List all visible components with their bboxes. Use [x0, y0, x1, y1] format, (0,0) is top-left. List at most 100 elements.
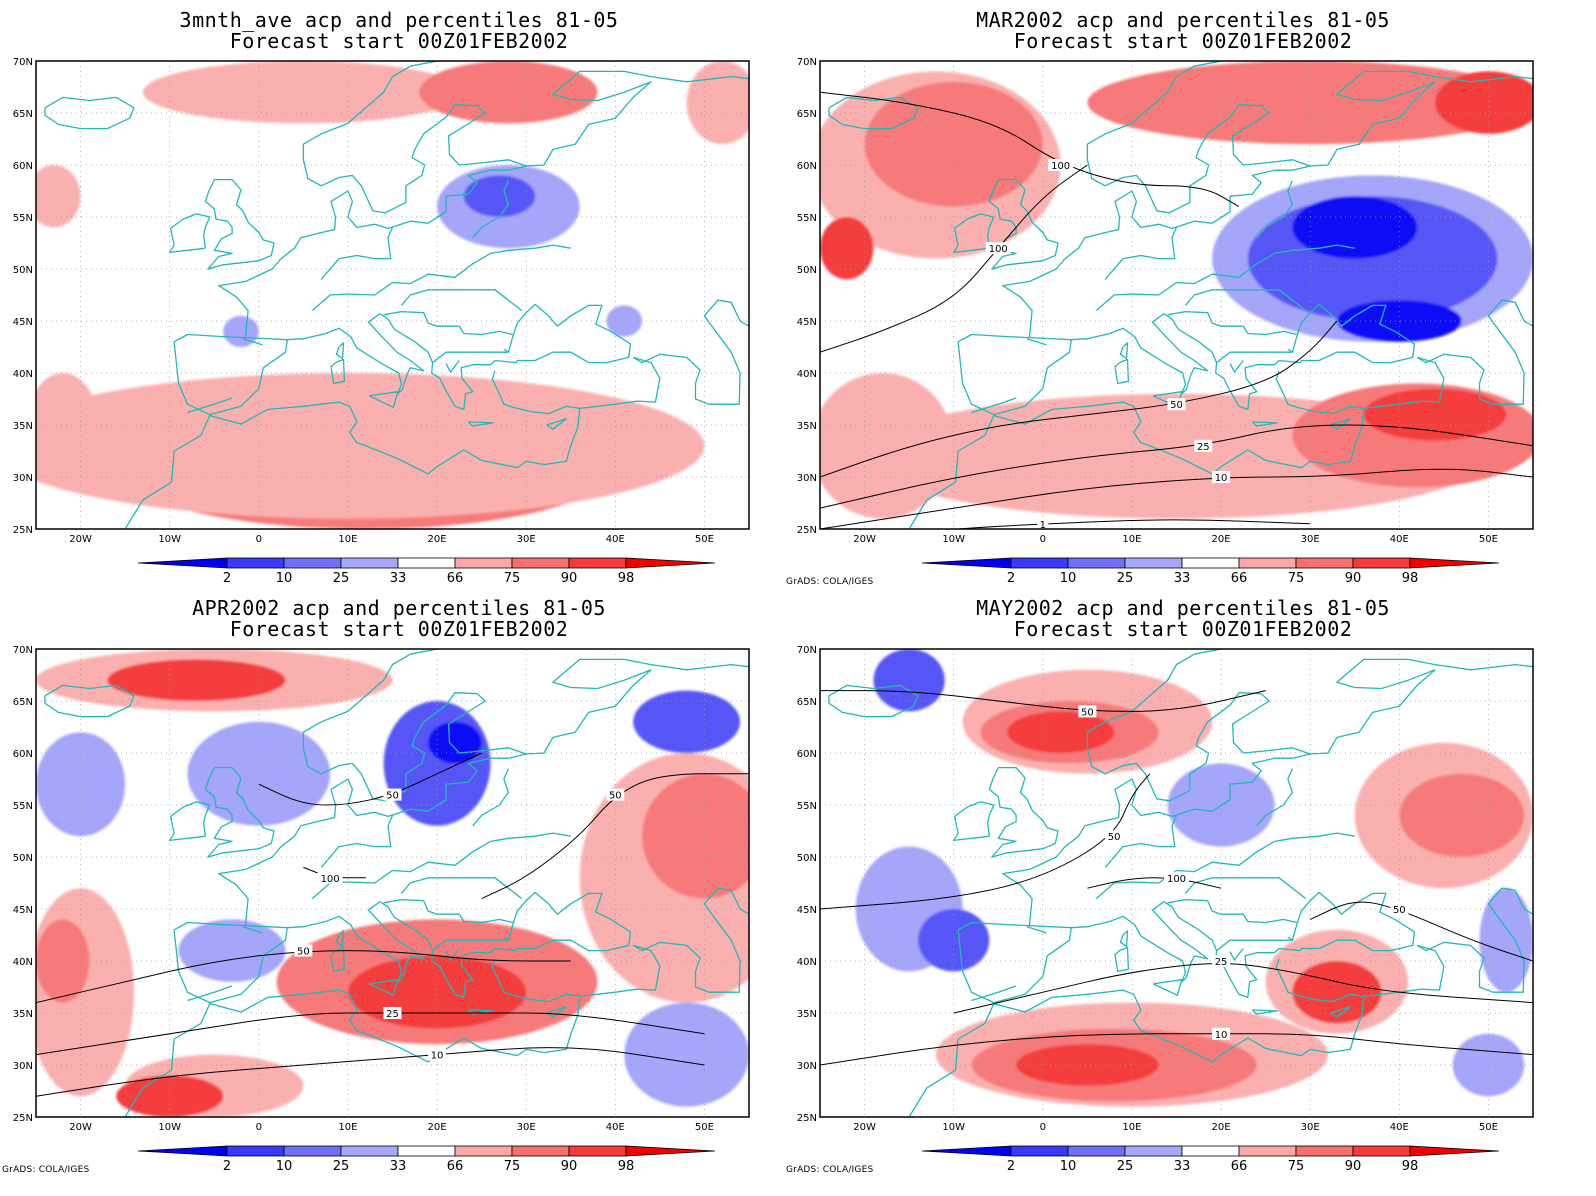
lat-tick-label: 50N: [797, 853, 817, 864]
contour-label-bg: [1390, 903, 1409, 915]
colorbar-label: 66: [447, 1159, 464, 1174]
coastline: [1184, 289, 1307, 312]
contour-label-bg: [1078, 705, 1097, 718]
colorbar-segment: [1352, 1145, 1411, 1157]
panel-subtitle: Forecast start 00Z01FEB2002: [1013, 617, 1353, 641]
panel-title: MAY2002 acp and percentiles 81-05: [976, 596, 1390, 620]
lon-tick-label: 10E: [338, 1122, 357, 1133]
map-panel: 3mnth_ave acp and percentiles 81-05 Forec…: [0, 0, 798, 598]
colorbar-label: 10: [276, 1159, 293, 1174]
coastline: [953, 801, 995, 842]
coastline: [280, 165, 527, 260]
panel-subtitle: Forecast start 00Z01FEB2002: [229, 617, 569, 641]
colorbar-segment: [1352, 557, 1411, 569]
coastline: [1095, 832, 1355, 900]
coastline: [330, 946, 346, 973]
colorbar-label: 66: [1231, 571, 1248, 586]
contour-label: 100: [1051, 161, 1070, 172]
coastline: [1330, 418, 1351, 430]
percentile-region: [624, 1002, 749, 1107]
coastline: [1026, 338, 1047, 346]
coastline: [242, 926, 263, 934]
coastline: [1167, 898, 1297, 924]
coastline: [204, 178, 275, 270]
lon-tick-label: 30E: [517, 1122, 536, 1133]
coastline: [1251, 421, 1278, 427]
coastline: [1071, 901, 1209, 983]
lat-tick-label: 25N: [797, 1113, 817, 1124]
percentile-region: [223, 315, 259, 347]
coastline: [311, 832, 571, 900]
colorbar-segment: [1010, 1145, 1069, 1157]
grads-credit: GrADS: COLA/IGES: [2, 1165, 90, 1175]
contour-label: 10: [431, 1051, 444, 1062]
contour-label: 100: [989, 244, 1008, 255]
lon-tick-label: 10W: [942, 534, 965, 545]
coastline: [579, 944, 661, 998]
colorbar-label: 2: [1007, 1159, 1015, 1174]
coastline: [169, 213, 211, 254]
lat-tick-label: 25N: [797, 525, 817, 536]
colorbar-label: 75: [1288, 571, 1305, 586]
coastline: [988, 178, 1059, 270]
coastline: [124, 370, 581, 529]
contour-label-bg: [1212, 955, 1231, 967]
lat-tick-label: 35N: [797, 1009, 817, 1020]
coastline: [400, 877, 523, 900]
coastline: [1310, 658, 1533, 755]
contour-line: [36, 1012, 705, 1056]
coastline: [173, 333, 288, 416]
colorbar-segment: [454, 1145, 513, 1157]
contour-label: 1: [1040, 520, 1046, 531]
contour-line: [820, 320, 1338, 478]
coastline: [1071, 313, 1209, 395]
coastline: [1216, 351, 1293, 364]
lat-tick-label: 40N: [13, 369, 33, 380]
colorbar-segment: [137, 557, 228, 569]
colorbar-label: 90: [561, 571, 578, 586]
contour-line: [36, 1047, 705, 1097]
coastline: [1363, 356, 1445, 410]
coastline: [1119, 930, 1129, 948]
colorbar-segment: [226, 557, 285, 569]
colorbar-segment: [226, 1145, 285, 1157]
contour-label: 50: [1108, 832, 1121, 843]
coastline: [1119, 342, 1129, 360]
coastline: [302, 649, 527, 802]
coastline: [330, 358, 346, 385]
contour-label-bg: [1167, 398, 1186, 411]
map-svg: 70N 65N 60N 55N 50N 45N 40N 35N 30N 25N 20W 10W 0 10E…: [13, 57, 750, 586]
percentile-region: [1087, 61, 1533, 145]
lat-tick-label: 40N: [797, 369, 817, 380]
lon-tick-label: 20W: [853, 1122, 876, 1133]
coastline: [908, 958, 1365, 1117]
coastline: [467, 1009, 494, 1015]
percentile-region: [107, 659, 286, 701]
coastline: [187, 985, 233, 1002]
percentile-region: [1434, 71, 1533, 134]
lat-tick-label: 70N: [13, 645, 33, 656]
lat-tick-label: 65N: [797, 109, 817, 120]
coastline: [579, 356, 661, 410]
coastline: [280, 753, 527, 848]
contour-label-bg: [383, 1007, 402, 1019]
coastline: [445, 948, 460, 961]
lon-tick-label: 30E: [517, 534, 536, 545]
percentile-region: [1007, 711, 1115, 753]
lon-tick-label: 50E: [1479, 534, 1498, 545]
lat-tick-label: 55N: [13, 213, 33, 224]
colorbar-label: 90: [1345, 571, 1362, 586]
grads-credit: GrADS: COLA/IGES: [786, 577, 874, 587]
coastline: [957, 921, 1072, 1004]
lon-tick-label: 30E: [1301, 534, 1320, 545]
contour-line: [481, 773, 749, 900]
percentile-region: [633, 690, 741, 753]
lon-tick-label: 20E: [1212, 534, 1231, 545]
coastline: [472, 768, 510, 827]
coastline: [302, 61, 527, 214]
coastline: [632, 887, 749, 993]
colorbar-segment: [340, 557, 399, 569]
coastline: [287, 313, 425, 395]
lat-tick-label: 40N: [13, 957, 33, 968]
map-frame: [819, 648, 1534, 1118]
